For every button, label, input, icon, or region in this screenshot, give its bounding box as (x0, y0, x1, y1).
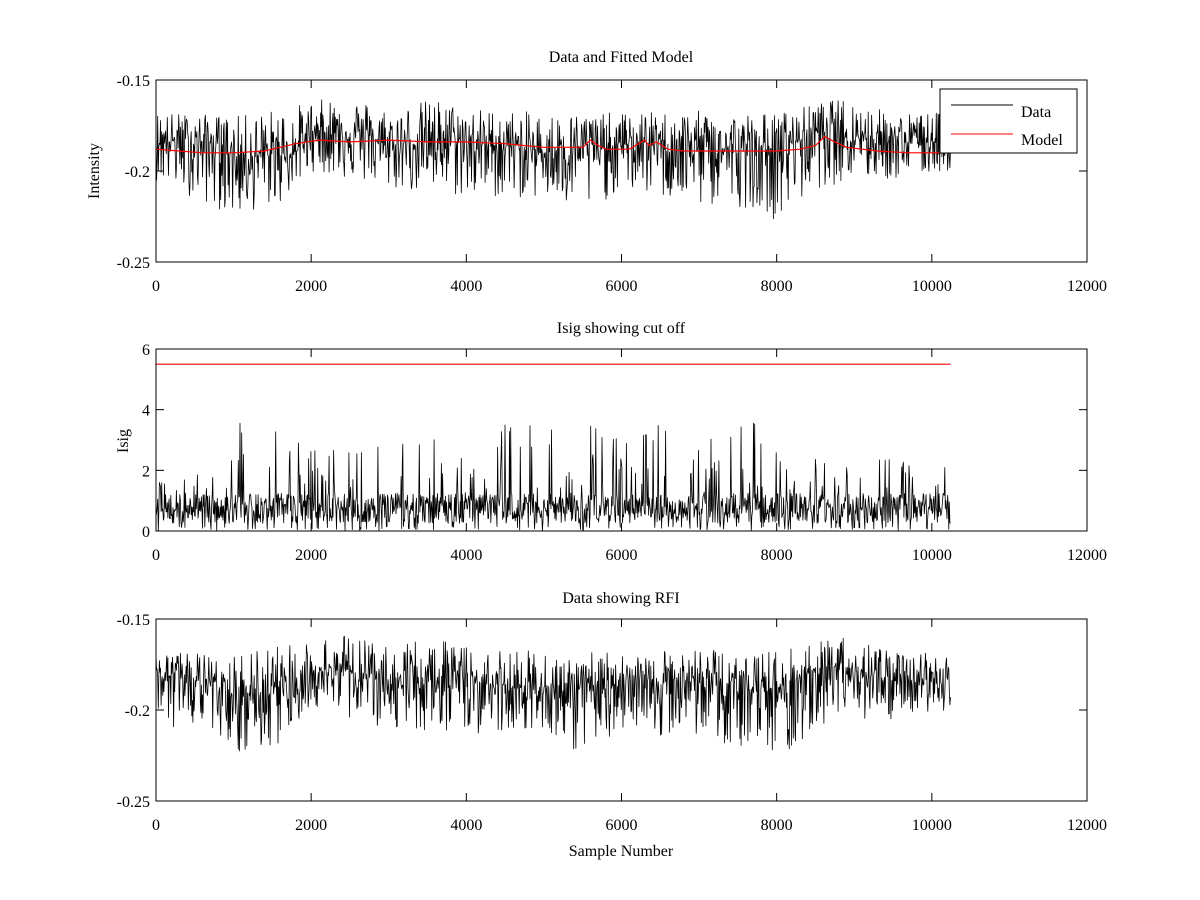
legend-label-model: Model (1021, 132, 1063, 149)
y-tick-label: 4 (142, 403, 150, 420)
x-tick-label: 12000 (1067, 547, 1107, 564)
y-tick-label: 0 (142, 524, 150, 541)
chart-title: Data and Fitted Model (549, 49, 694, 66)
axis-ticks: 0 2000 4000 6000 8000 10000 12000 -0.15 -0.2 -0.2… (117, 73, 1107, 295)
axis-ticks: 0 2000 4000 6000 8000 10000 12000 0 2 4 6 (142, 342, 1107, 564)
chart-panel-data-rfi: Data showing RFI 0 2000 4000 6000 8000 10000 1… (117, 590, 1107, 860)
x-tick-label: 6000 (606, 278, 638, 295)
chart-title: Data showing RFI (562, 590, 679, 607)
plot-area (156, 635, 951, 752)
x-tick-label: 12000 (1067, 278, 1107, 295)
legend-box (939, 88, 1078, 154)
legend: Data Model (939, 88, 1078, 154)
y-tick-label: -0.25 (117, 794, 150, 811)
x-tick-label: 0 (152, 547, 160, 564)
x-tick-label: 4000 (450, 817, 482, 834)
x-tick-label: 10000 (912, 278, 952, 295)
y-tick-label: -0.2 (125, 703, 150, 720)
y-tick-label: -0.25 (117, 255, 150, 272)
plot-area (156, 363, 951, 531)
y-tick-label: -0.15 (117, 612, 150, 629)
axis-ticks: 0 2000 4000 6000 8000 10000 12000 -0.15 -0.2 -0.2… (117, 612, 1107, 834)
x-tick-label: 8000 (761, 817, 793, 834)
series-line-data (156, 99, 951, 220)
series-line-model (156, 135, 951, 154)
x-tick-label: 2000 (295, 278, 327, 295)
y-axis-title: Isig (115, 429, 132, 453)
x-tick-label: 6000 (606, 817, 638, 834)
x-tick-label: 4000 (450, 278, 482, 295)
y-tick-label: -0.2 (125, 164, 150, 181)
x-tick-label: 10000 (912, 817, 952, 834)
x-axis-title: Sample Number (569, 843, 674, 860)
y-tick-label: -0.15 (117, 73, 150, 90)
chart-title: Isig showing cut off (557, 320, 686, 337)
x-tick-label: 4000 (450, 547, 482, 564)
x-tick-label: 2000 (295, 547, 327, 564)
legend-label-data: Data (1021, 104, 1051, 121)
x-tick-label: 2000 (295, 817, 327, 834)
series-group (156, 635, 951, 752)
x-tick-label: 8000 (761, 278, 793, 295)
chart-panel-data-and-model: Data and Fitted Model Intensity 0 2000 400… (86, 49, 1107, 295)
series-line-signal (156, 422, 951, 531)
series-line-signal (156, 635, 951, 752)
y-tick-label: 6 (142, 342, 150, 359)
plot-area (156, 99, 951, 220)
chart-panel-isig: Isig showing cut off Isig 0 2000 4000 6000 8… (115, 320, 1107, 564)
y-tick-label: 2 (142, 463, 150, 480)
x-tick-label: 12000 (1067, 817, 1107, 834)
x-tick-label: 8000 (761, 547, 793, 564)
y-axis-title: Intensity (86, 143, 103, 199)
series-group (156, 99, 951, 220)
series-group (156, 363, 951, 531)
x-tick-label: 10000 (912, 547, 952, 564)
x-tick-label: 0 (152, 817, 160, 834)
x-tick-label: 0 (152, 278, 160, 295)
x-tick-label: 6000 (606, 547, 638, 564)
